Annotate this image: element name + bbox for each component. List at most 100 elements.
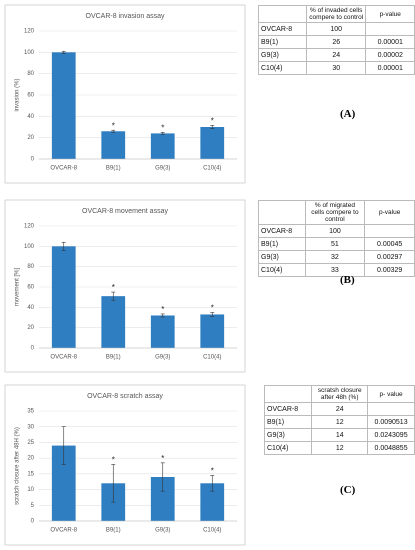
significance-mark: * [211, 117, 214, 126]
table-cell: 26 [305, 35, 367, 49]
x-tick-label: B9(1) [106, 528, 121, 534]
y-tick-label: 25 [27, 440, 34, 446]
table-cell: G9(3) [258, 48, 307, 62]
table-cell [365, 22, 415, 36]
table-cell: 32 [304, 250, 366, 264]
chart-title: OVCAR-8 invasion assay [86, 13, 165, 20]
x-tick-label: G9(3) [155, 355, 170, 361]
y-tick-label: 0 [31, 157, 35, 163]
table-cell: 0.00045 [364, 237, 415, 251]
y-tick-label: 30 [27, 424, 34, 430]
y-tick-label: 120 [24, 224, 35, 230]
header-row: scratsh closure after 48h (%) p- value [263, 385, 415, 403]
table-cell [364, 224, 415, 238]
table-cell: 30 [305, 61, 367, 75]
header-cell: p- value [367, 385, 415, 403]
y-tick-label: 5 [31, 503, 35, 509]
significance-mark: * [112, 456, 115, 465]
table-cell: C10(4) [258, 263, 306, 277]
table-cell: 24 [305, 48, 367, 62]
table-row: C10(4) 12 0.0048855 [263, 441, 415, 455]
table-row: C10(4) 30 0.00001 [258, 61, 415, 75]
table-cell: 0.00329 [364, 263, 415, 277]
bar [150, 133, 175, 159]
table-row: G9(3) 32 0.00297 [258, 250, 415, 264]
error-bar [111, 129, 116, 133]
y-axis-label: movement [%] [15, 268, 21, 307]
y-tick-label: 0 [31, 519, 35, 525]
panel-label: (C) [340, 484, 356, 496]
bar [200, 127, 225, 159]
y-tick-label: 20 [27, 456, 34, 462]
header-cell [258, 5, 307, 23]
significance-mark: * [161, 123, 164, 132]
significance-mark: * [211, 304, 214, 313]
bar [51, 445, 76, 521]
significance-mark: * [112, 121, 115, 130]
table-row: B9(1) 12 0.0090513 [263, 415, 415, 429]
x-tick-label: B9(1) [106, 355, 121, 361]
data-table: scratsh closure after 48h (%) p- value OVC… [263, 385, 415, 455]
table-cell: 0.0090513 [367, 415, 415, 429]
y-tick-label: 120 [24, 29, 35, 35]
bar [200, 483, 225, 521]
table-cell: 0.0243095 [367, 428, 415, 442]
header-row: % of migrated cells compere to control p-… [258, 200, 415, 225]
error-bar [160, 462, 165, 492]
y-tick-label: 80 [27, 71, 34, 77]
error-bar [210, 475, 215, 492]
bar [101, 296, 126, 348]
x-tick-label: OVCAR-8 [50, 166, 77, 172]
table-cell: 14 [311, 428, 369, 442]
table-cell: OVCAR-8 [258, 224, 306, 238]
error-bar [61, 426, 66, 465]
table-cell: OVCAR-8 [258, 22, 307, 36]
header-cell [258, 200, 306, 225]
error-bar [111, 464, 116, 503]
y-tick-label: 100 [24, 244, 35, 250]
table-cell: C10(4) [263, 441, 313, 455]
table-cell: 51 [304, 237, 366, 251]
table-cell: 0.00001 [365, 35, 415, 49]
y-tick-label: 10 [27, 487, 34, 493]
y-tick-label: 15 [27, 471, 34, 477]
x-tick-label: OVCAR-8 [50, 355, 77, 361]
chart-title: OVCAR-8 movement assay [82, 208, 168, 215]
table-row: OVCAR-8 100 [258, 22, 415, 36]
table-cell: 12 [311, 441, 369, 455]
error-bar [61, 50, 66, 54]
table-row: C10(4) 33 0.00329 [258, 263, 415, 277]
table-cell: 0.0048855 [367, 441, 415, 455]
bar [200, 314, 225, 348]
y-tick-label: 40 [27, 305, 34, 311]
table-cell: 100 [304, 224, 366, 238]
error-bar [210, 125, 215, 129]
panel-label: (B) [340, 274, 355, 286]
bar [51, 246, 76, 348]
table-row: B9(1) 26 0.00001 [258, 35, 415, 49]
table-row: G9(3) 24 0.00002 [258, 48, 415, 62]
y-tick-label: 60 [27, 93, 34, 99]
table-cell: 100 [305, 22, 367, 36]
y-tick-label: 60 [27, 285, 34, 291]
table-cell: 33 [304, 263, 366, 277]
data-table: % of migrated cells compere to control p-… [258, 200, 415, 277]
table-row: OVCAR-8 100 [258, 224, 415, 238]
bar [101, 131, 126, 159]
table-cell: B9(1) [258, 237, 306, 251]
y-tick-label: 20 [27, 135, 34, 141]
table-cell: B9(1) [263, 415, 313, 429]
table-cell: 12 [311, 415, 369, 429]
x-tick-label: C10(4) [203, 528, 221, 534]
data-table: % of invaded cells compere to control p-v… [258, 5, 415, 75]
error-bar [160, 132, 165, 135]
header-cell: p-value [364, 200, 415, 225]
table-cell: G9(3) [263, 428, 313, 442]
header-cell: scratsh closure after 48h (%) [311, 385, 369, 403]
bar [150, 477, 175, 521]
table-cell: B9(1) [258, 35, 307, 49]
header-row: % of invaded cells compere to control p-v… [258, 5, 415, 23]
chart-title: OVCAR-8 scratch assay [87, 393, 163, 400]
